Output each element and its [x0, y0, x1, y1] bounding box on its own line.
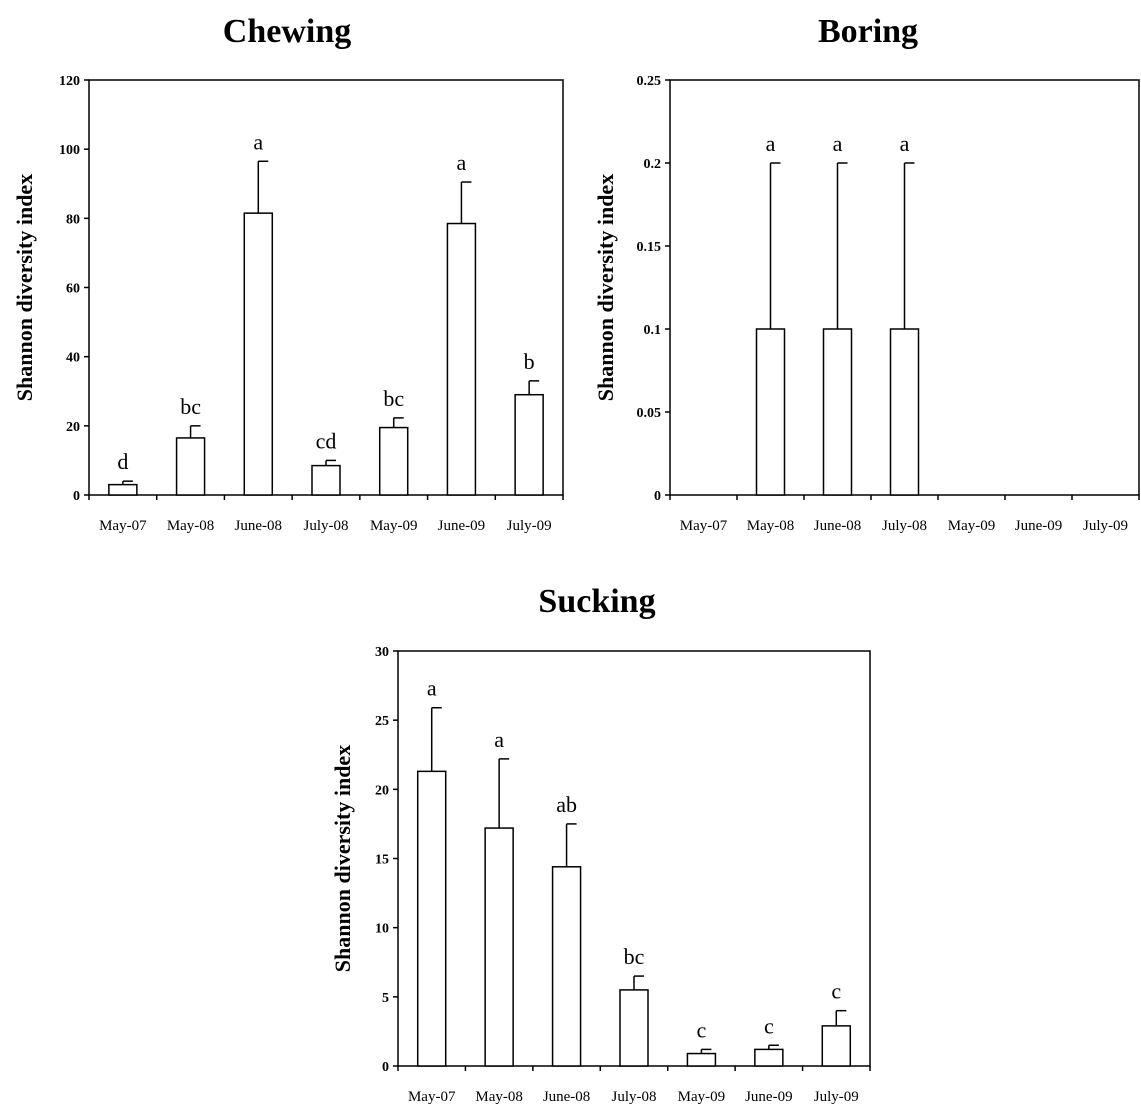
- bar: [514, 393, 544, 496]
- x-tick-label: May-08: [747, 518, 795, 534]
- significance-letter: bc: [180, 394, 201, 419]
- y-tick-label: 0.25: [637, 74, 662, 89]
- x-tick-label: July-09: [507, 518, 552, 534]
- significance-letter: a: [427, 676, 437, 701]
- bar: [108, 483, 138, 496]
- y-tick-label: 0.05: [637, 406, 662, 421]
- y-tick-label: 10: [375, 922, 389, 937]
- y-axis-label: Shannon diversity index: [12, 174, 37, 401]
- bar: [484, 827, 514, 1067]
- x-tick-label: May-09: [948, 518, 996, 534]
- bar: [821, 1025, 852, 1067]
- x-tick-label: May-07: [680, 518, 728, 534]
- x-tick-label: June-08: [235, 518, 283, 534]
- significance-letter: a: [833, 131, 843, 156]
- chewing-panel: Chewing Shannon diversity index 0 20 40 60 8…: [12, 13, 564, 534]
- y-tick-label: 100: [59, 143, 80, 158]
- bar: [686, 1052, 717, 1067]
- bar: [175, 437, 206, 496]
- y-tick-label: 0.1: [644, 323, 662, 338]
- significance-letter: c: [831, 979, 841, 1004]
- bar: [619, 989, 649, 1067]
- significance-letter: ab: [556, 792, 577, 817]
- bar: [416, 770, 447, 1067]
- y-tick-label: 15: [375, 853, 389, 868]
- y-tick-label: 40: [66, 351, 80, 366]
- significance-letter: a: [457, 150, 467, 175]
- bar: [311, 464, 341, 496]
- x-tick-label: May-08: [475, 1089, 523, 1105]
- x-tick-label: May-09: [678, 1089, 726, 1105]
- x-tick-label: May-07: [99, 518, 147, 534]
- x-tick-label: May-09: [370, 518, 418, 534]
- chart-title: Boring: [818, 13, 918, 50]
- significance-letter: cd: [316, 428, 337, 453]
- significance-letter: a: [900, 131, 910, 156]
- significance-letter: b: [524, 349, 535, 374]
- y-tick-label: 0.2: [644, 157, 662, 172]
- x-tick-label: May-07: [408, 1089, 456, 1105]
- bar: [243, 212, 274, 496]
- boring-panel: Boring Shannon diversity index 0 0.05 0.1 0…: [593, 13, 1140, 534]
- x-tick-label: July-08: [304, 518, 349, 534]
- bar: [755, 328, 786, 496]
- x-tick-label: May-08: [167, 518, 215, 534]
- bar: [889, 328, 920, 496]
- x-tick-label: July-09: [1083, 518, 1128, 534]
- significance-letter: a: [253, 129, 263, 154]
- significance-letter: bc: [383, 386, 404, 411]
- significance-letter: c: [764, 1013, 774, 1038]
- x-tick-label: June-08: [814, 518, 862, 534]
- bar: [754, 1048, 784, 1067]
- x-tick-label: June-09: [1015, 518, 1063, 534]
- y-tick-label: 0.15: [637, 240, 662, 255]
- x-tick-label: June-09: [438, 518, 486, 534]
- y-tick-label: 20: [375, 783, 389, 798]
- y-tick-label: 30: [375, 645, 389, 660]
- y-tick-label: 25: [375, 714, 389, 729]
- significance-letter: d: [117, 449, 128, 474]
- bar: [446, 222, 477, 496]
- y-axis-label: Shannon diversity index: [593, 174, 618, 401]
- y-tick-label: 60: [66, 282, 80, 297]
- y-tick-label: 80: [66, 212, 80, 227]
- bar: [551, 866, 582, 1067]
- x-tick-label: July-09: [814, 1089, 859, 1105]
- y-axis-label: Shannon diversity index: [330, 745, 355, 972]
- x-tick-label: June-09: [745, 1089, 793, 1105]
- significance-letter: a: [766, 131, 776, 156]
- chart-title: Chewing: [223, 13, 351, 50]
- significance-letter: bc: [624, 944, 645, 969]
- y-tick-label: 120: [59, 74, 80, 89]
- significance-letter: c: [697, 1017, 707, 1042]
- x-tick-label: July-08: [882, 518, 927, 534]
- bar: [378, 426, 409, 496]
- y-tick-label: 20: [66, 420, 80, 435]
- x-tick-label: July-08: [612, 1089, 657, 1105]
- significance-letter: a: [494, 727, 504, 752]
- chart-title: Sucking: [538, 583, 655, 620]
- y-tick-label: 0: [382, 1060, 389, 1075]
- x-tick-label: June-08: [543, 1089, 591, 1105]
- bar: [822, 328, 853, 496]
- y-tick-label: 5: [382, 991, 389, 1006]
- sucking-panel: Sucking Shannon diversity index 0 5 10 15 20…: [330, 583, 871, 1105]
- y-tick-label: 0: [73, 489, 80, 504]
- y-tick-label: 0: [654, 489, 661, 504]
